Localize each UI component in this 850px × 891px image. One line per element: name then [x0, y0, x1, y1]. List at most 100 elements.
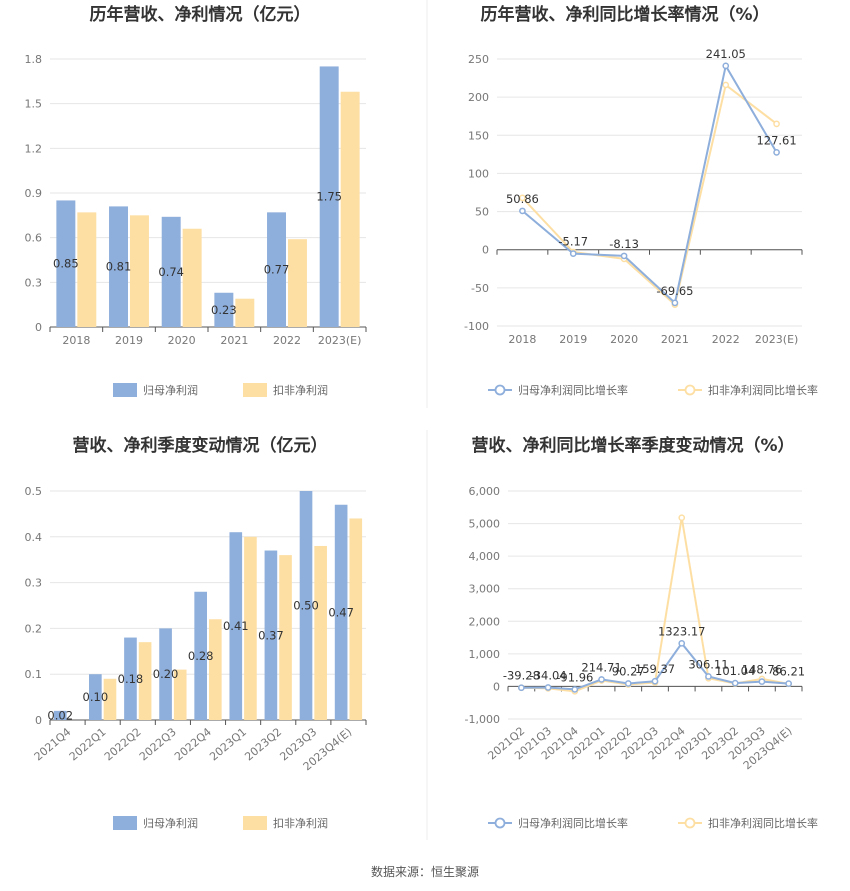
y-tick-label: 150: [468, 129, 489, 142]
data-label: 0.10: [83, 690, 109, 704]
bar-primary: [319, 66, 339, 327]
line-point: [773, 120, 780, 128]
line-point: [731, 679, 739, 687]
y-tick-label: 4,000: [469, 550, 501, 563]
legend-label: 归母净利润: [143, 383, 198, 397]
y-tick-label: 1.8: [25, 53, 43, 66]
bar-primary: [214, 292, 234, 327]
x-tick-label: 2022Q4: [172, 725, 214, 763]
y-tick-label: 0.1: [25, 668, 43, 681]
bar-secondary: [173, 669, 187, 720]
bar-secondary: [235, 298, 255, 327]
line-point: [722, 62, 730, 70]
line-point: [620, 252, 628, 260]
x-tick-label: 2018: [508, 333, 536, 346]
x-tick-label: 2021: [220, 334, 248, 347]
x-tick-label: 2021Q4: [32, 725, 74, 763]
legend-label: 归母净利润同比增长率: [518, 816, 628, 830]
line-point: [569, 250, 577, 258]
line-point: [518, 684, 525, 692]
bar-secondary: [103, 678, 117, 720]
data-label: 127.61: [756, 133, 796, 147]
legend-label: 扣非净利润: [273, 816, 328, 830]
y-tick-label: 1,000: [469, 648, 501, 661]
y-tick-label: 50: [475, 206, 489, 219]
x-tick-label: 2020: [610, 333, 638, 346]
line-point: [519, 207, 526, 215]
data-label: 0.47: [328, 605, 354, 619]
legend-label: 扣非净利润同比增长率: [708, 383, 818, 397]
y-tick-label: 0: [482, 244, 489, 257]
data-label: 90.27: [612, 664, 645, 678]
data-label: -91.96: [556, 670, 593, 684]
y-tick-label: 0.9: [25, 187, 43, 200]
legend-marker: [684, 817, 696, 829]
y-tick-label: -100: [464, 320, 489, 333]
x-tick-label: 2022Q3: [137, 725, 179, 763]
series-line-primary: [521, 63, 778, 305]
series-line-secondary: [521, 83, 778, 307]
y-tick-label: 6,000: [469, 485, 501, 498]
y-tick-label: 100: [468, 167, 489, 180]
chart-title: 营收、净利季度变动情况（亿元）: [73, 435, 328, 456]
legend-swatch: [113, 816, 137, 830]
legend-label: 扣非净利润: [273, 383, 328, 397]
line-point: [722, 81, 730, 89]
data-label: 86.21: [772, 665, 805, 679]
data-source: 数据来源：恒生聚源: [371, 864, 479, 879]
data-label: 159.37: [635, 662, 675, 676]
data-label: -39.28: [503, 669, 540, 683]
y-tick-label: 2,000: [469, 615, 501, 628]
legend-label: 扣非净利润同比增长率: [708, 816, 818, 830]
data-label: -8.13: [609, 237, 639, 251]
y-tick-label: 0.4: [25, 531, 43, 544]
data-label: 1.75: [316, 190, 342, 204]
x-tick-label: 2020: [168, 334, 196, 347]
legend-swatch: [243, 816, 267, 830]
data-label: 148.76: [742, 663, 782, 677]
data-label: 306.11: [688, 657, 728, 671]
data-label: 241.05: [706, 47, 746, 61]
data-label: -69.65: [656, 284, 693, 298]
line-point: [571, 686, 579, 693]
data-label: 0.37: [258, 628, 284, 642]
y-tick-label: 200: [468, 91, 489, 104]
chart-title: 历年营收、净利情况（亿元）: [90, 4, 311, 25]
y-tick-label: 0: [35, 321, 42, 334]
y-tick-label: 0: [35, 714, 42, 727]
data-label: 0.74: [158, 265, 184, 279]
data-label: 0.77: [264, 263, 290, 277]
data-label: 0.50: [293, 599, 319, 613]
bar-primary: [109, 206, 128, 327]
line-point: [598, 676, 605, 683]
y-tick-label: 1.2: [25, 142, 43, 155]
y-tick-label: 0.3: [25, 276, 43, 289]
legend-marker: [494, 384, 506, 396]
x-tick-label: 2019: [559, 333, 587, 346]
data-label: 214.71: [581, 660, 621, 674]
data-label: -34.04: [530, 669, 567, 683]
line-point: [678, 514, 686, 522]
y-tick-label: 5,000: [469, 518, 501, 531]
bar-primary: [194, 591, 207, 720]
bar-primary: [56, 200, 76, 327]
data-label: 0.23: [211, 303, 237, 317]
legend-label: 归母净利润: [143, 816, 198, 830]
bar-secondary: [244, 536, 257, 720]
x-tick-label: 2023Q1: [207, 725, 249, 763]
data-label: 0.28: [188, 649, 214, 663]
legend-label: 归母净利润同比增长率: [518, 383, 628, 397]
bar-primary: [267, 212, 286, 327]
y-tick-label: 0.5: [25, 485, 43, 498]
data-label: -5.17: [558, 235, 588, 249]
line-point: [758, 678, 766, 685]
line-point: [544, 684, 552, 691]
line-point: [705, 673, 712, 680]
x-tick-label: 2022Q2: [102, 725, 144, 763]
data-label: 0.85: [53, 257, 79, 271]
bar-secondary: [182, 228, 202, 327]
x-tick-label: 2022: [273, 334, 301, 347]
x-tick-label: 2019: [115, 334, 143, 347]
x-tick-label: 2022: [712, 333, 740, 346]
